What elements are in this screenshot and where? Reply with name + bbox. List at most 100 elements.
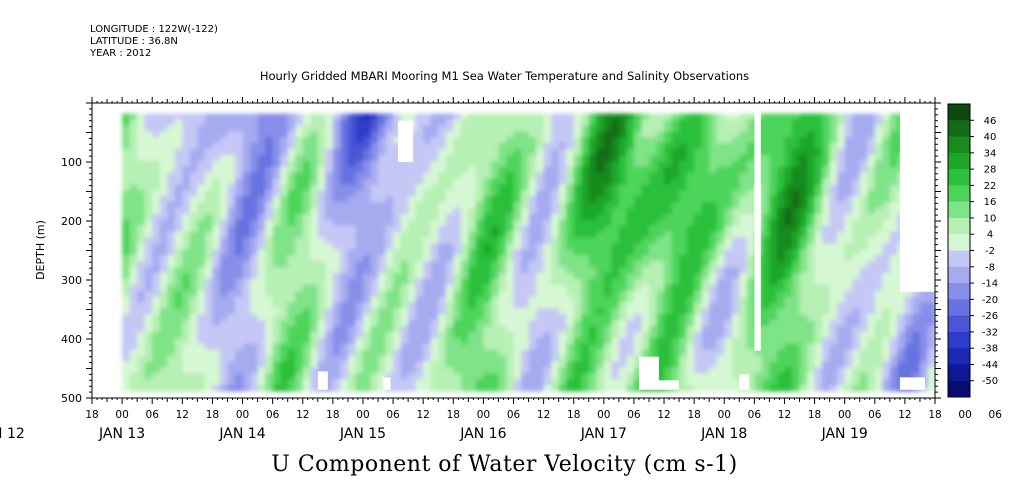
heatmap-cell — [633, 243, 643, 250]
heatmap-cell — [558, 373, 567, 380]
heatmap-cell — [385, 326, 394, 333]
heatmap-cell — [408, 355, 417, 363]
heatmap-cell — [227, 154, 236, 162]
heatmap-cell — [438, 361, 447, 368]
heatmap-cell — [295, 208, 304, 215]
heatmap-cell — [852, 208, 861, 215]
heatmap-cell — [686, 337, 695, 345]
heatmap-cell — [370, 225, 379, 233]
heatmap-cell — [159, 296, 168, 304]
heatmap-cell — [716, 249, 725, 256]
heatmap-cell — [648, 225, 658, 233]
heatmap-cell — [739, 190, 748, 197]
heatmap-cell — [558, 219, 567, 227]
heatmap-cell — [739, 125, 748, 132]
heatmap-cell — [603, 172, 612, 180]
heatmap-cell — [265, 296, 274, 304]
heatmap-cell — [709, 166, 718, 174]
heatmap-cell — [709, 190, 718, 197]
heatmap-cell — [287, 367, 296, 374]
heatmap-cell — [566, 196, 575, 203]
heatmap-cell — [204, 314, 214, 321]
heatmap-cell — [182, 172, 191, 180]
heatmap-cell — [265, 154, 274, 162]
heatmap-cell — [250, 373, 259, 380]
heatmap-cell — [295, 331, 304, 339]
heatmap-cell — [423, 278, 432, 286]
heatmap-cell — [122, 154, 131, 162]
heatmap-cell — [867, 213, 876, 221]
heatmap-cell — [347, 190, 357, 197]
heatmap-cell — [475, 278, 484, 286]
heatmap-cell — [174, 373, 183, 380]
heatmap-cell — [731, 160, 740, 168]
heatmap-cell — [325, 113, 334, 121]
heatmap-cell — [867, 267, 876, 274]
heatmap-cell — [837, 337, 846, 345]
heatmap-cell — [483, 119, 492, 127]
heatmap-cell — [573, 308, 582, 315]
heatmap-cell — [235, 320, 244, 327]
heatmap-cell — [430, 119, 439, 127]
heatmap-cell — [468, 343, 477, 351]
heatmap-cell — [694, 367, 703, 374]
heatmap-cell — [242, 131, 251, 138]
heatmap-cell — [505, 154, 515, 162]
heatmap-cell — [505, 261, 515, 268]
heatmap-cell — [852, 113, 861, 121]
heatmap-cell — [776, 290, 786, 298]
heatmap-cell — [302, 255, 311, 262]
heatmap-cell — [874, 261, 883, 268]
heatmap-cell — [761, 225, 771, 233]
heatmap-cell — [347, 320, 357, 327]
heatmap-cell — [844, 243, 853, 250]
heatmap-cell — [844, 320, 853, 327]
heatmap-cell — [618, 172, 628, 180]
heatmap-cell — [122, 278, 131, 286]
heatmap-cell — [814, 231, 823, 239]
heatmap-cell — [152, 267, 161, 274]
heatmap-cell — [182, 267, 191, 274]
heatmap-cell — [694, 225, 703, 233]
heatmap-cell — [814, 361, 823, 368]
heatmap-cell — [385, 302, 394, 309]
heatmap-cell — [265, 196, 274, 203]
heatmap-cell — [829, 172, 838, 180]
heatmap-cell — [408, 320, 417, 327]
heatmap-cell — [167, 219, 176, 227]
heatmap-cell — [332, 208, 341, 215]
heatmap-cell — [483, 243, 492, 250]
heatmap-cell — [423, 184, 432, 191]
heatmap-cell — [129, 184, 138, 191]
heatmap-cell — [235, 373, 244, 380]
heatmap-cell — [212, 349, 221, 357]
heatmap-cell — [242, 202, 251, 209]
heatmap-cell — [393, 237, 402, 245]
heatmap-cell — [347, 302, 357, 309]
heatmap-cell — [505, 208, 515, 215]
heatmap-cell — [453, 196, 462, 203]
heatmap-cell — [415, 231, 424, 239]
heatmap-cell — [588, 349, 597, 357]
heatmap-cell — [159, 243, 168, 250]
heatmap-cell — [400, 166, 409, 174]
heatmap-cell — [129, 196, 138, 203]
heatmap-cell — [566, 154, 575, 162]
heatmap-cell — [453, 385, 462, 392]
heatmap-cell — [370, 143, 379, 150]
heatmap-cell — [761, 367, 771, 374]
heatmap-cell — [310, 125, 319, 132]
heatmap-cell — [362, 143, 372, 150]
heatmap-cell — [664, 154, 673, 162]
heatmap-cell — [761, 219, 771, 227]
heatmap-cell — [378, 379, 387, 386]
heatmap-cell — [219, 284, 229, 292]
heatmap-cell — [776, 314, 786, 321]
heatmap-cell — [490, 143, 500, 150]
heatmap-cell — [362, 154, 372, 162]
heatmap-cell — [174, 137, 183, 144]
heatmap-cell — [807, 302, 816, 309]
heatmap-cell — [769, 278, 778, 286]
heatmap-cell — [573, 385, 582, 392]
